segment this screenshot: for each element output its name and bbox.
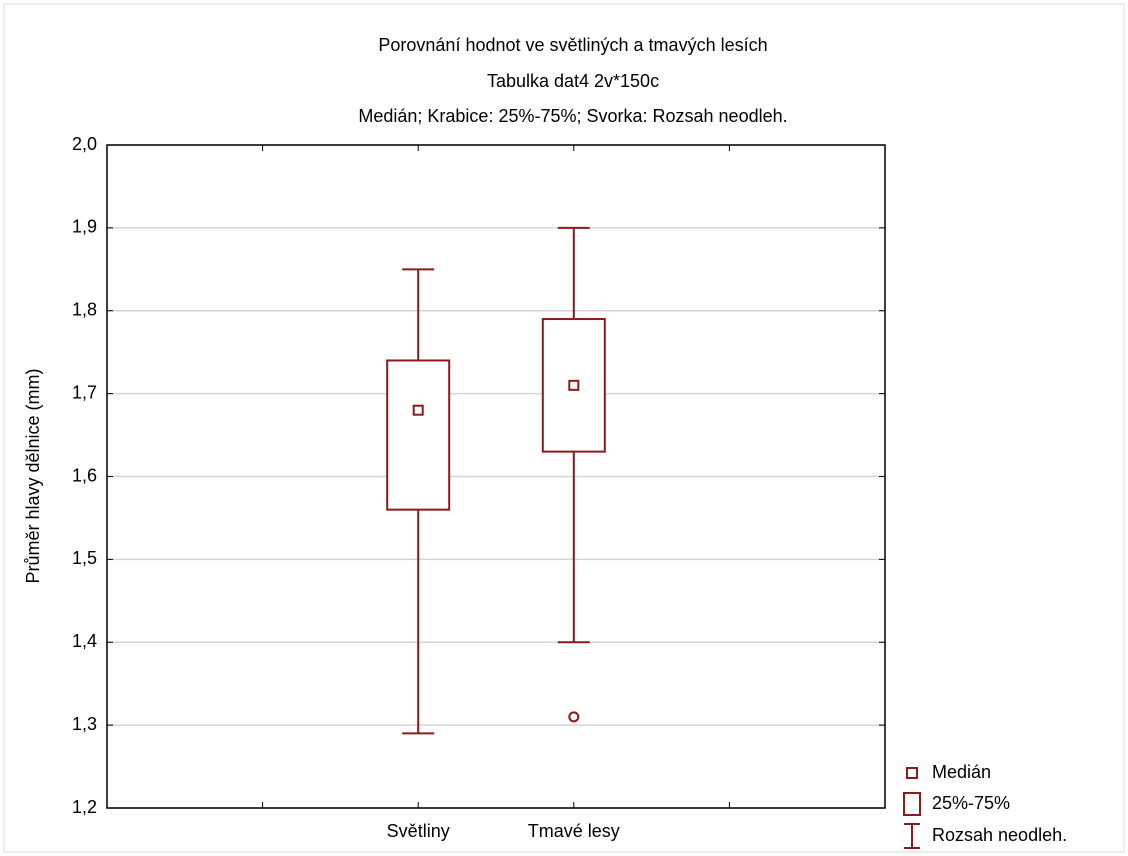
chart-title: Porovnání hodnot ve světliných a tmavých… — [378, 35, 767, 55]
outlier — [568, 711, 580, 723]
median-marker — [568, 379, 580, 391]
x-tick-label: Světliny — [387, 821, 450, 841]
legend-label: 25%-75% — [932, 793, 1010, 813]
chart-description: Medián; Krabice: 25%-75%; Svorka: Rozsah… — [358, 106, 787, 126]
plot-frame — [106, 144, 886, 809]
y-tick-label: 1,6 — [72, 465, 97, 485]
x-tick-label: Tmavé lesy — [528, 821, 620, 841]
y-tick-label: 1,3 — [72, 714, 97, 734]
legend-median-icon — [906, 767, 918, 779]
legend-label: Medián — [932, 762, 991, 782]
y-tick-label: 2,0 — [72, 134, 97, 154]
y-tick-label: 1,8 — [72, 300, 97, 320]
y-axis-label: Průměr hlavy dělnice (mm) — [23, 368, 43, 583]
chart-subtitle: Tabulka dat4 2v*150c — [487, 71, 659, 91]
y-tick-label: 1,7 — [72, 382, 97, 402]
y-tick-label: 1,2 — [72, 797, 97, 817]
y-tick-label: 1,4 — [72, 631, 97, 651]
median-marker — [412, 404, 424, 416]
box — [386, 359, 451, 511]
y-tick-label: 1,5 — [72, 548, 97, 568]
legend-box-icon — [903, 792, 921, 816]
y-tick-label: 1,9 — [72, 217, 97, 237]
legend-label: Rozsah neodleh. — [932, 825, 1067, 845]
